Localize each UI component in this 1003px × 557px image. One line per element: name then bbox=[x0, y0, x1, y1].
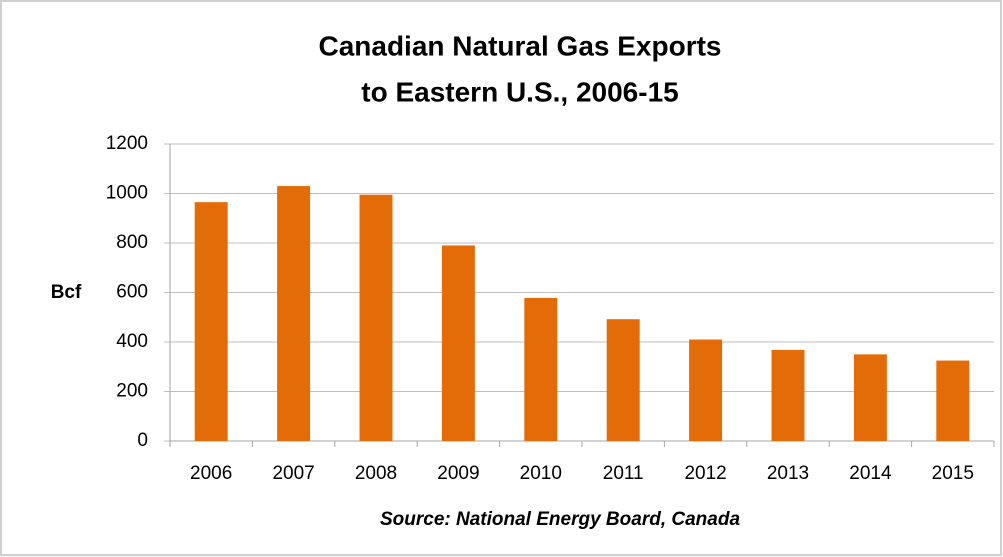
y-tick-label: 0 bbox=[137, 430, 148, 451]
x-tick-label: 2008 bbox=[355, 463, 397, 484]
chart-title: Canadian Natural Gas Exports bbox=[318, 30, 721, 61]
y-axis-label: Bcf bbox=[51, 282, 82, 303]
x-tick-label: 2010 bbox=[520, 463, 562, 484]
y-tick-label: 600 bbox=[116, 282, 148, 303]
y-tick-label: 1200 bbox=[106, 133, 148, 154]
y-tick-label: 400 bbox=[116, 331, 148, 352]
bar bbox=[853, 354, 887, 441]
bar bbox=[359, 194, 393, 441]
x-tick-label: 2012 bbox=[684, 463, 726, 484]
bar bbox=[689, 339, 723, 441]
bar bbox=[277, 186, 311, 441]
bar bbox=[524, 297, 558, 441]
y-tick-label: 200 bbox=[116, 381, 148, 402]
bar bbox=[194, 202, 228, 441]
chart-title: to Eastern U.S., 2006-15 bbox=[361, 76, 678, 107]
x-tick-label: 2011 bbox=[603, 463, 644, 484]
bar bbox=[936, 360, 970, 441]
x-tick-label: 2015 bbox=[932, 463, 974, 484]
bar bbox=[441, 245, 475, 441]
x-tick-label: 2013 bbox=[767, 463, 809, 484]
source-note: Source: National Energy Board, Canada bbox=[380, 509, 740, 530]
y-tick-label: 1000 bbox=[106, 183, 148, 204]
x-tick-label: 2009 bbox=[437, 463, 479, 484]
x-tick-label: 2014 bbox=[849, 463, 892, 484]
x-tick-label: 2006 bbox=[190, 463, 232, 484]
y-tick-label: 800 bbox=[116, 232, 148, 253]
bar bbox=[771, 349, 805, 441]
x-tick-label: 2007 bbox=[272, 463, 314, 484]
bar bbox=[606, 319, 640, 441]
